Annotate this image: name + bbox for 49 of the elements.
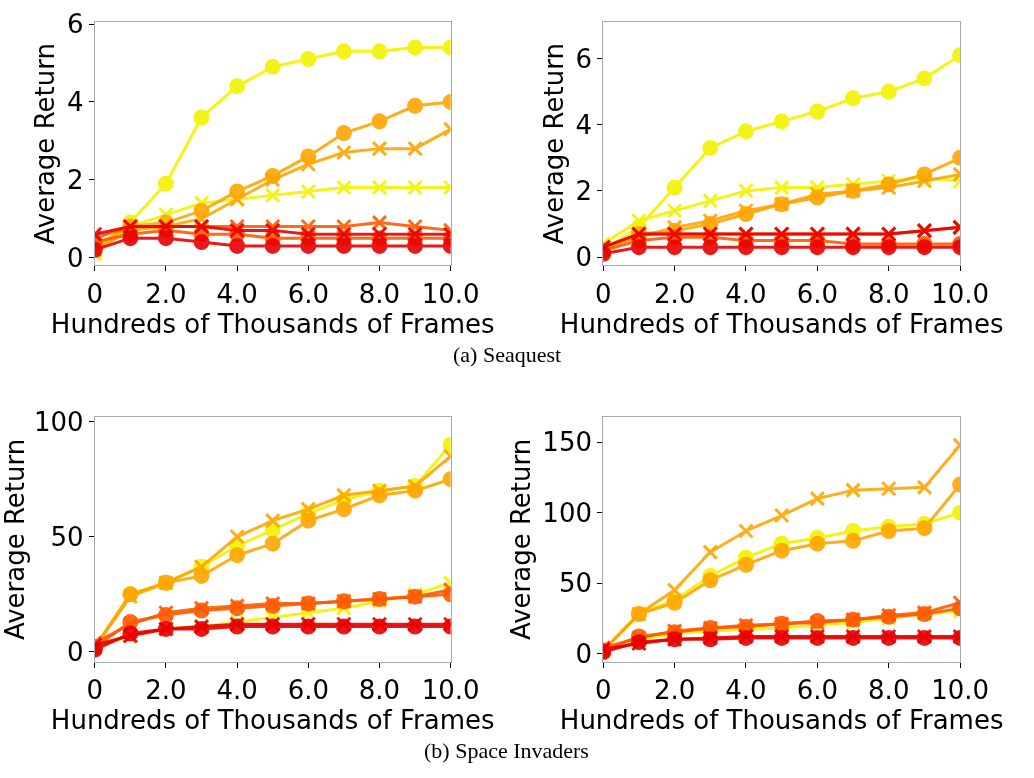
y-tick-label: 6 <box>575 43 593 74</box>
x-axis-title: Hundreds of Thousands of Frames <box>559 705 1004 736</box>
y-tick-label: 4 <box>66 87 84 118</box>
y-tick-label: 6 <box>66 9 84 40</box>
y-axis-title: Average Return <box>0 438 30 641</box>
y-tick-label: 0 <box>575 638 593 669</box>
x-tick-label: 8.0 <box>868 675 910 706</box>
x-tick-label: 4.0 <box>216 675 258 706</box>
x-tick-label: 2.0 <box>653 675 696 706</box>
x-tick-label: 4.0 <box>725 278 767 309</box>
x-tick-label: 4.0 <box>216 278 258 309</box>
x-tick-label: 8.0 <box>358 278 401 309</box>
y-tick-label: 0 <box>66 242 84 273</box>
x-tick-label: 0 <box>594 278 612 309</box>
y-tick-label: 0 <box>66 637 84 668</box>
y-axis-title: Average Return <box>30 43 61 245</box>
y-tick-label: 2 <box>66 164 84 195</box>
text: (a) Seaquest <box>453 342 562 367</box>
text: (b) Space Invaders <box>424 738 589 763</box>
x-tick-label: 4.0 <box>725 675 767 706</box>
x-tick-label: 8.0 <box>358 675 401 706</box>
y-axis-title: Average Return <box>538 43 569 245</box>
x-tick-label: 8.0 <box>868 278 910 309</box>
x-tick-label: 6.0 <box>796 675 839 706</box>
x-tick-label: 10.0 <box>421 278 480 309</box>
x-tick-label: 0 <box>594 675 612 706</box>
x-tick-label: 10.0 <box>421 675 480 706</box>
x-tick-label: 6.0 <box>287 278 329 309</box>
x-tick-label: 2.0 <box>145 675 187 706</box>
x-tick-label: 2.0 <box>145 278 187 309</box>
x-tick-label: 2.0 <box>653 278 696 309</box>
y-tick-label: 150 <box>542 427 593 458</box>
x-tick-label: 10.0 <box>931 675 990 706</box>
y-tick-label: 4 <box>575 109 593 140</box>
x-axis-title: Hundreds of Thousands of Frames <box>50 308 495 339</box>
y-tick-label: 100 <box>33 406 84 437</box>
y-tick-label: 50 <box>558 568 593 599</box>
y-tick-label: 50 <box>50 521 84 552</box>
x-tick-label: 10.0 <box>931 278 990 309</box>
x-tick-label: 6.0 <box>287 675 329 706</box>
y-tick-label: 0 <box>575 242 593 273</box>
x-tick-label: 6.0 <box>796 278 839 309</box>
x-tick-label: 0 <box>86 675 104 706</box>
x-axis-title: Hundreds of Thousands of Frames <box>50 705 495 736</box>
y-tick-label: 2 <box>575 176 593 207</box>
y-tick-label: 100 <box>542 497 593 528</box>
y-axis-title: Average Return <box>505 438 536 641</box>
x-tick-label: 0 <box>86 278 104 309</box>
x-axis-title: Hundreds of Thousands of Frames <box>559 308 1004 339</box>
